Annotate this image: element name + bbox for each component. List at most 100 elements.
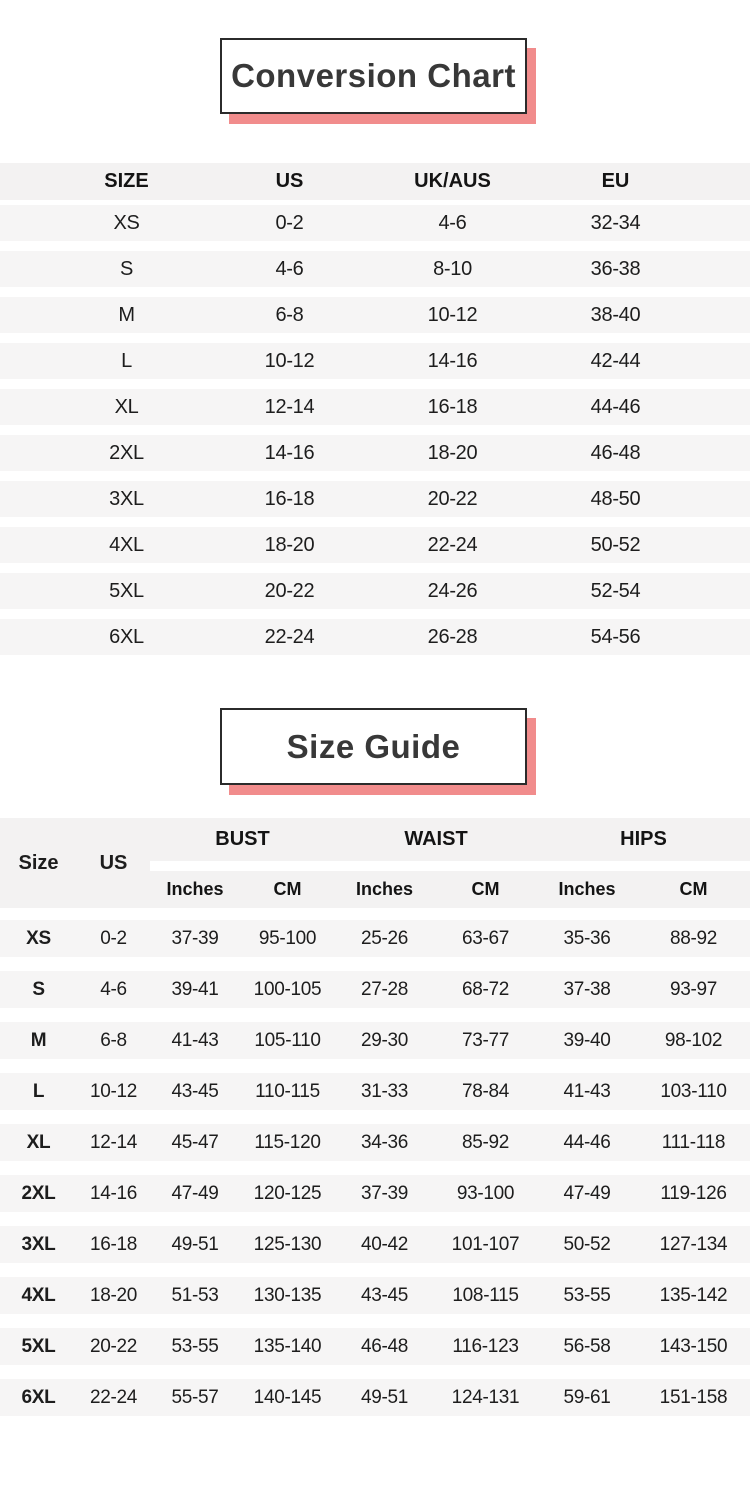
value-cell: 18-20 [427, 441, 478, 464]
size-guide-sub-headers: Inches CM Inches CM Inches CM [150, 871, 750, 908]
group-header-bust: BUST [215, 828, 270, 850]
value-cell: 4-6 [100, 978, 127, 1000]
sub-header-hips-cm: CM [679, 879, 708, 899]
group-header-hips: HIPS [620, 828, 667, 850]
value-cell: 103-110 [660, 1080, 727, 1102]
value-cell: 0-2 [100, 927, 127, 949]
value-cell: 36-38 [590, 257, 641, 280]
size-cell: XL [26, 1131, 51, 1153]
size-cell: M [118, 303, 135, 326]
table-row: 3XL 16-18 49-51 125-130 40-42 101-107 50-52 127… [0, 1226, 750, 1263]
size-guide-title: Size Guide [286, 727, 461, 765]
value-cell: 20-22 [89, 1335, 138, 1357]
table-row: 3XL 16-18 20-22 48-50 [0, 481, 750, 517]
value-cell: 44-46 [590, 395, 641, 418]
size-cell: 6XL [109, 625, 144, 648]
value-cell: 41-43 [171, 1029, 219, 1051]
value-cell: 29-30 [360, 1029, 409, 1051]
value-cell: 51-53 [171, 1284, 219, 1306]
table-row: 5XL 20-22 53-55 135-140 46-48 116-123 56-58 143… [0, 1328, 750, 1365]
size-cell: XL [114, 395, 139, 418]
conversion-chart-title-box: Conversion Chart [220, 38, 527, 114]
value-cell: 78-84 [461, 1080, 510, 1102]
value-cell: 49-51 [171, 1233, 219, 1255]
size-guide-table: Size US BUST WAIST HIPS Inches CM Inches… [0, 818, 750, 1430]
value-cell: 49-51 [360, 1386, 409, 1408]
size-cell: L [32, 1080, 45, 1102]
value-cell: 53-55 [563, 1284, 611, 1306]
value-cell: 40-42 [360, 1233, 409, 1255]
value-cell: 12-14 [89, 1131, 138, 1153]
value-cell: 24-26 [427, 579, 478, 602]
size-guide-group-headers: BUST WAIST HIPS [150, 818, 750, 861]
value-cell: 135-142 [659, 1284, 728, 1306]
value-cell: 46-48 [590, 441, 641, 464]
size-cell: 2XL [109, 441, 144, 464]
value-cell: 8-10 [433, 257, 472, 280]
column-header-size: SIZE [104, 170, 149, 192]
value-cell: 6-8 [275, 303, 304, 326]
value-cell: 4-6 [275, 257, 304, 280]
value-cell: 68-72 [461, 978, 510, 1000]
value-cell: 55-57 [171, 1386, 219, 1408]
table-row: 4XL 18-20 22-24 50-52 [0, 527, 750, 563]
value-cell: 37-39 [171, 927, 219, 949]
value-cell: 50-52 [563, 1233, 611, 1255]
size-cell: S [32, 978, 45, 1000]
value-cell: 37-38 [563, 978, 611, 1000]
table-row: S 4-6 39-41 100-105 27-28 68-72 37-38 93-97 [0, 971, 750, 1008]
conversion-chart-header-row: SIZE US UK/AUS EU [0, 163, 750, 200]
size-cell: XS [113, 211, 140, 234]
value-cell: 18-20 [264, 533, 315, 556]
value-cell: 43-45 [360, 1284, 409, 1306]
value-cell: 108-115 [452, 1284, 519, 1306]
value-cell: 151-158 [659, 1386, 728, 1408]
value-cell: 143-150 [659, 1335, 728, 1357]
value-cell: 38-40 [590, 303, 641, 326]
value-cell: 98-102 [664, 1029, 723, 1051]
value-cell: 115-120 [254, 1131, 321, 1153]
value-cell: 16-18 [89, 1233, 138, 1255]
value-cell: 32-34 [590, 211, 641, 234]
conversion-chart-body: XS 0-2 4-6 32-34 S 4-6 8-10 36-38 M 6-8 10-12 38-40… [0, 205, 750, 655]
value-cell: 26-28 [427, 625, 478, 648]
value-cell: 88-92 [669, 927, 718, 949]
value-cell: 59-61 [563, 1386, 611, 1408]
value-cell: 39-40 [563, 1029, 611, 1051]
table-row: L 10-12 14-16 42-44 [0, 343, 750, 379]
size-cell: 6XL [21, 1386, 56, 1408]
table-row: 4XL 18-20 51-53 130-135 43-45 108-115 53-55 135… [0, 1277, 750, 1314]
value-cell: 140-145 [253, 1386, 322, 1408]
value-cell: 22-24 [89, 1386, 138, 1408]
value-cell: 14-16 [89, 1182, 138, 1204]
size-guide-body: XS 0-2 37-39 95-100 25-26 63-67 35-36 88-92 S 4-6… [0, 920, 750, 1416]
value-cell: 130-135 [253, 1284, 322, 1306]
column-header-size: Size [18, 851, 59, 874]
value-cell: 43-45 [171, 1080, 219, 1102]
value-cell: 54-56 [590, 625, 641, 648]
sub-header-waist-inches: Inches [355, 879, 414, 899]
value-cell: 31-33 [360, 1080, 409, 1102]
column-header-uk-aus: UK/AUS [414, 170, 491, 192]
value-cell: 47-49 [563, 1182, 611, 1204]
size-guide-title-group: Size Guide [220, 708, 536, 795]
table-row: M 6-8 10-12 38-40 [0, 297, 750, 333]
sub-header-bust-inches: Inches [166, 879, 224, 899]
value-cell: 42-44 [590, 349, 641, 372]
value-cell: 44-46 [563, 1131, 611, 1153]
sub-header-bust-cm: CM [273, 879, 302, 899]
size-cell: 2XL [21, 1182, 56, 1204]
value-cell: 27-28 [360, 978, 409, 1000]
size-cell: S [119, 257, 134, 280]
sub-header-waist-cm: CM [471, 879, 500, 899]
column-header-us: US [99, 851, 128, 874]
value-cell: 95-100 [258, 927, 317, 949]
value-cell: 6-8 [100, 1029, 127, 1051]
table-row: 6XL 22-24 55-57 140-145 49-51 124-131 59-61 151… [0, 1379, 750, 1416]
table-row: 5XL 20-22 24-26 52-54 [0, 573, 750, 609]
value-cell: 12-14 [264, 395, 315, 418]
value-cell: 34-36 [360, 1131, 409, 1153]
table-row: M 6-8 41-43 105-110 29-30 73-77 39-40 98-102 [0, 1022, 750, 1059]
size-cell: L [121, 349, 132, 372]
value-cell: 73-77 [461, 1029, 510, 1051]
